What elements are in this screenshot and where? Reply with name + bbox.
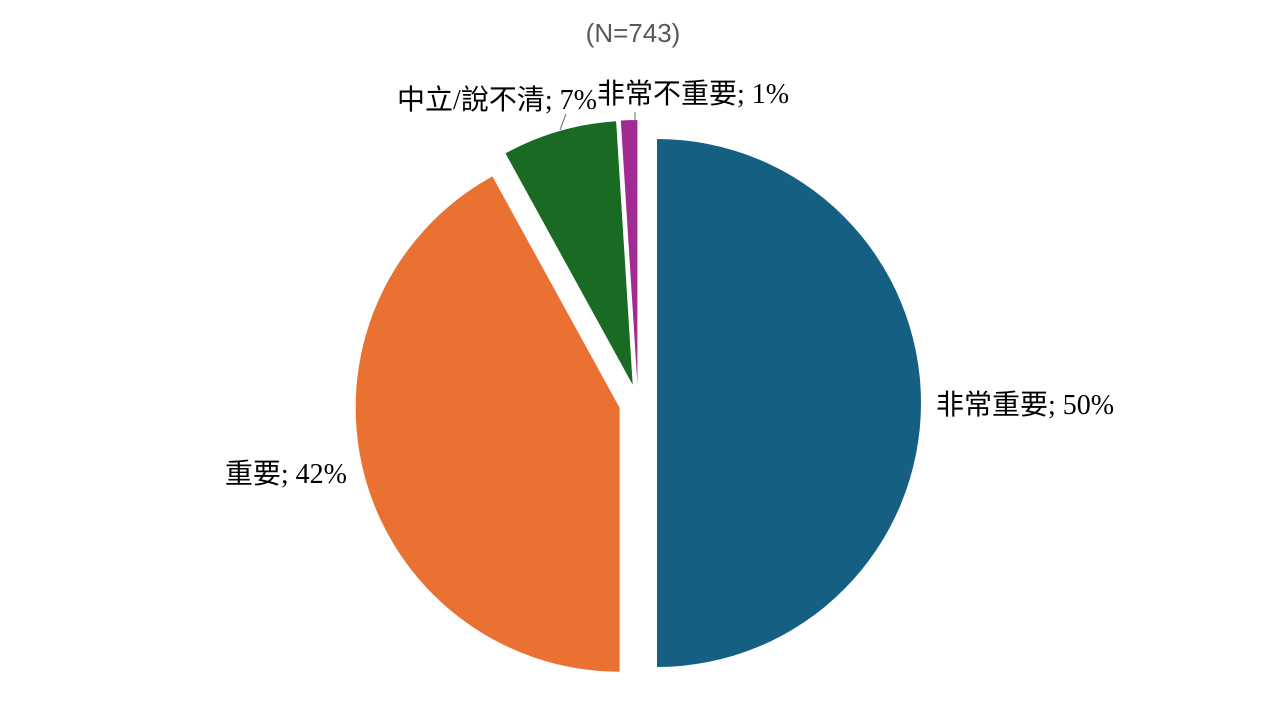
data-label-very-unimportant: 非常不重要; 1%: [597, 78, 789, 110]
pie-slice-very-unimportant: [620, 119, 638, 384]
data-label-neutral-unsure: 中立/說不清; 7%: [397, 84, 597, 116]
data-label-very-important: 非常重要; 50%: [936, 389, 1114, 421]
data-label-important: 重要; 42%: [225, 458, 347, 490]
pie-slice-important: [355, 176, 620, 672]
chart-title: (N=743): [585, 18, 681, 48]
pie-slice-neutral-unsure: [505, 121, 633, 385]
leader-line-neutral-unsure: [559, 113, 567, 131]
pie-slice-very-important: [657, 139, 921, 667]
